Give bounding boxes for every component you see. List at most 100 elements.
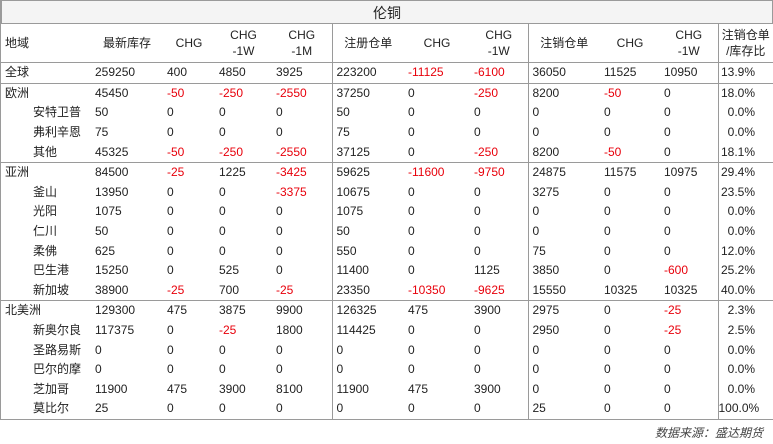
value-cell: -50 — [600, 82, 660, 104]
column-header-text: CHG — [423, 36, 451, 50]
value-cell: 0 — [331, 359, 404, 380]
value-cell: 4850 — [215, 62, 272, 84]
value-cell: 0.0% — [717, 379, 773, 400]
value-cell: 0 — [219, 224, 226, 239]
value-cell: 45325 — [95, 144, 129, 159]
value-cell: 0 — [527, 379, 600, 400]
value-cell: 25 — [95, 401, 109, 416]
value-cell: 3875 — [215, 300, 272, 321]
value-cell: 0 — [527, 202, 600, 222]
value-cell: 114425 — [331, 320, 404, 341]
value-cell: 0 — [408, 105, 415, 120]
value-cell: -250 — [474, 144, 499, 159]
value-cell: 3900 — [470, 300, 528, 321]
column-header: CHG -1W — [660, 24, 718, 63]
table-row: 圣路易斯 0 0 0 0 0 0 0 0 0 0 0.0% — [1, 340, 773, 360]
column-header-text: 注册仓单 — [344, 36, 393, 50]
value-cell: 223200 — [331, 62, 404, 84]
value-cell: 0 — [408, 263, 415, 278]
value-cell: 15550 — [527, 280, 600, 301]
value-cell: 0.0% — [717, 103, 773, 123]
table-row: 釜山 13950 0 0 -3375 10675 0 0 3275 0 0 23.5% — [1, 182, 773, 203]
value-cell: 0 — [474, 204, 481, 219]
value-cell: 0 — [474, 125, 481, 140]
value-cell: 0 — [408, 323, 415, 338]
value-cell: 0 — [474, 362, 481, 377]
value-cell: 0 — [604, 184, 611, 199]
value-cell: -2550 — [276, 144, 307, 159]
value-cell: 24875 — [527, 161, 600, 183]
region-cell: 圣路易斯 — [33, 342, 82, 357]
value-cell: 3900 — [474, 381, 501, 396]
column-header-text: 地域 — [5, 36, 30, 50]
value-cell: 0 — [604, 362, 611, 377]
value-cell: 1125 — [474, 263, 500, 278]
value-cell: 0 — [604, 263, 611, 278]
value-cell: 0 — [604, 105, 611, 120]
region-cell: 新加坡 — [33, 282, 70, 297]
value-cell: 0 — [474, 243, 481, 258]
value-cell: 0 — [408, 204, 415, 219]
value-cell: 0 — [664, 144, 671, 159]
value-cell: -25 — [660, 300, 718, 321]
value-cell: 2.3% — [717, 300, 773, 321]
value-cell: 0 — [604, 224, 611, 239]
value-cell: 0 — [404, 82, 470, 104]
value-cell: 3850 — [527, 260, 600, 281]
value-cell: 0 — [664, 342, 671, 357]
column-header: 注销仓单 — [527, 24, 600, 63]
value-cell: 8200 — [527, 82, 600, 104]
table-row: 安特卫普 50 0 0 0 50 0 0 0 0 0 0.0% — [1, 103, 773, 123]
column-header-text: 最新库存 — [102, 36, 151, 50]
value-cell: 0 — [408, 125, 415, 140]
column-header: CHG — [163, 24, 215, 63]
value-cell: 117375 — [95, 323, 135, 338]
column-header: CHG -1W — [215, 24, 272, 63]
column-header-text: CHG — [616, 36, 644, 50]
value-cell: 625 — [95, 243, 116, 258]
table-row: 芝加哥 11900 475 3900 8100 11900 475 3900 0 0 0 0.0% — [1, 379, 773, 400]
value-cell: 0 — [474, 342, 481, 357]
value-cell: 0 — [664, 105, 671, 120]
value-cell: 18.0% — [717, 82, 773, 104]
column-header: 最新库存 — [91, 24, 163, 63]
table-row: 莫比尔 25 0 0 0 0 0 0 25 0 0 100.0% — [1, 399, 773, 419]
value-cell: 1225 — [215, 161, 272, 183]
value-cell: 0 — [664, 243, 671, 258]
value-cell: 10325 — [664, 282, 698, 297]
value-cell: -250 — [470, 82, 528, 104]
value-cell: 0 — [474, 105, 481, 120]
value-cell: 0 — [664, 401, 671, 416]
value-cell: 0 — [167, 125, 174, 140]
region-cell: 釜山 — [33, 184, 58, 199]
value-cell: 0 — [331, 340, 404, 360]
region-cell: 莫比尔 — [33, 401, 70, 416]
value-cell: -25 — [219, 323, 237, 338]
value-cell: 0 — [219, 204, 226, 219]
value-cell: 0.0% — [717, 202, 773, 222]
value-cell: 0 — [408, 342, 415, 357]
value-cell: 0 — [276, 125, 283, 140]
value-cell: 475 — [163, 300, 215, 321]
value-cell: 475 — [408, 381, 429, 396]
column-header-text: -1M — [291, 44, 313, 58]
value-cell: 3275 — [527, 182, 600, 203]
value-cell: 0 — [167, 105, 174, 120]
data-source-note: 数据来源：盛达期货 — [654, 426, 763, 440]
value-cell: 45450 — [91, 82, 163, 104]
table-row: 其他 45325 -50 -250 -2550 37125 0 -250 8200 -50 0 18.… — [1, 142, 773, 163]
value-cell: 0.0% — [717, 122, 773, 143]
value-cell: 129300 — [91, 300, 163, 321]
value-cell: 0 — [276, 224, 283, 239]
value-cell: 10325 — [604, 282, 638, 297]
table-row: 弗利辛恩 75 0 0 0 75 0 0 0 0 0 0.0% — [1, 122, 773, 143]
value-cell: 0 — [167, 342, 174, 357]
value-cell: 0 — [95, 342, 102, 357]
value-cell: 2975 — [527, 300, 600, 321]
value-cell: 0.0% — [717, 359, 773, 380]
region-cell: 光阳 — [33, 204, 58, 219]
value-cell: 15250 — [95, 263, 129, 278]
value-cell: 0 — [408, 184, 415, 199]
column-header-text: CHG — [675, 28, 703, 42]
value-cell: 0 — [660, 82, 718, 104]
